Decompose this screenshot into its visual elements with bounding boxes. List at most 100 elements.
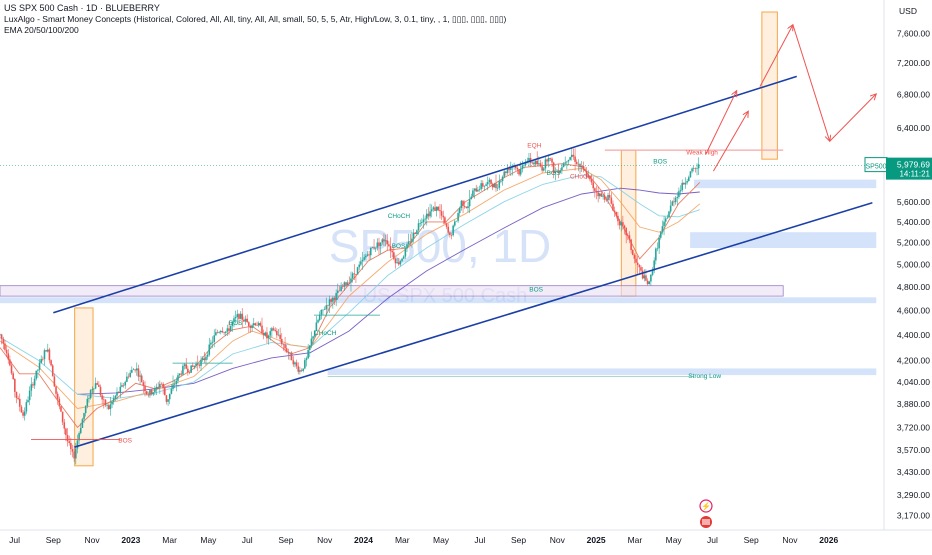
candle-body	[233, 318, 235, 322]
candle-body	[402, 256, 405, 259]
fvg-zone	[690, 232, 877, 249]
candle-body	[35, 370, 38, 379]
candle-body	[177, 375, 179, 381]
candle-body	[45, 350, 47, 352]
candle-body	[109, 404, 112, 410]
candle-body	[285, 348, 288, 352]
x-tick-label: Nov	[85, 535, 101, 545]
candle-body	[231, 321, 234, 326]
indicator-label[interactable]: LuxAlgo - Smart Money Concepts (Historic…	[4, 14, 507, 24]
price-tag-symbol: SP500	[865, 164, 886, 171]
candle-body	[142, 382, 145, 386]
candle-body	[2, 338, 5, 344]
candle-body	[220, 331, 222, 333]
candle-body	[607, 195, 609, 201]
candle-body	[279, 334, 281, 340]
candle-body	[668, 211, 670, 218]
candle-body	[483, 185, 486, 187]
projection-arrow	[792, 24, 830, 142]
candle-body	[98, 384, 100, 387]
candle-body	[173, 384, 176, 385]
ema-label[interactable]: EMA 20/50/100/200	[4, 25, 79, 35]
candle-body	[159, 383, 161, 388]
projection-arrow	[829, 94, 877, 142]
candle-body	[121, 385, 123, 387]
smc-label: CHoCH	[314, 330, 337, 337]
candle-body	[104, 399, 107, 406]
candle-body	[140, 375, 143, 383]
candle-body	[640, 267, 642, 271]
candle-body	[384, 240, 387, 242]
candle-body	[190, 365, 192, 373]
candle-body	[538, 163, 540, 165]
candle-body	[221, 331, 224, 333]
candle-body	[129, 372, 131, 377]
candle-body	[397, 262, 400, 265]
candle-body	[477, 189, 479, 192]
candle-body	[79, 427, 82, 434]
candle-body	[327, 305, 329, 306]
smc-label: BOS	[653, 159, 667, 166]
candle-body	[679, 190, 682, 192]
candle-body	[480, 183, 482, 190]
candle-body	[137, 368, 140, 377]
candle-body	[381, 239, 384, 243]
candle-body	[371, 247, 374, 248]
candle-body	[615, 211, 618, 216]
candle-body	[294, 362, 296, 365]
price-tag-box	[886, 157, 932, 180]
candle-body	[516, 168, 519, 170]
candle-body	[46, 349, 49, 352]
candle-body	[297, 366, 300, 372]
price-axis-bg	[884, 0, 932, 550]
y-tick-label: 5,000.00	[897, 259, 930, 269]
candle-body	[271, 328, 273, 332]
candle-body	[658, 237, 660, 249]
x-tick-label: 2023	[121, 535, 140, 545]
candle-body	[216, 332, 219, 333]
candle-body	[267, 335, 270, 339]
symbol-title[interactable]: US SPX 500 Cash · 1D · BLUEBERRY	[4, 3, 160, 13]
candle-body	[696, 168, 698, 169]
candle-body	[523, 164, 525, 166]
ema200-line	[77, 187, 700, 395]
x-tick-label: 2025	[587, 535, 606, 545]
y-tick-label: 4,200.00	[897, 355, 930, 365]
candle-body	[373, 247, 375, 249]
candle-body	[337, 290, 339, 294]
candle-body	[536, 160, 538, 165]
candle-body	[325, 305, 328, 310]
candle-body	[600, 193, 603, 197]
candle-body	[63, 422, 66, 429]
candle-body	[422, 219, 425, 223]
candle-body	[635, 258, 637, 263]
candle-body	[264, 332, 267, 336]
price-tag-countdown: 14:11:21	[899, 170, 930, 179]
candle-body	[577, 164, 580, 165]
y-tick-label: 3,720.00	[897, 422, 930, 432]
candle-body	[178, 373, 181, 376]
candle-body	[117, 391, 120, 393]
candle-body	[42, 359, 44, 360]
x-tick-label: Mar	[628, 535, 643, 545]
candle-body	[27, 400, 29, 403]
candle-body	[439, 210, 441, 212]
candle-body	[32, 384, 34, 386]
candle-body	[613, 210, 616, 212]
candle-body	[10, 365, 13, 374]
candle-body	[554, 171, 557, 174]
candle-body	[430, 209, 433, 212]
candle-body	[73, 451, 75, 459]
x-tick-label: Jul	[707, 535, 718, 545]
candle-body	[681, 182, 683, 191]
candle-body	[91, 389, 94, 390]
candle-body	[74, 448, 77, 459]
candle-body	[612, 203, 614, 211]
candle-body	[650, 274, 652, 282]
x-tick-label: Sep	[744, 535, 759, 545]
candle-body	[460, 200, 463, 209]
candle-body	[528, 157, 530, 161]
